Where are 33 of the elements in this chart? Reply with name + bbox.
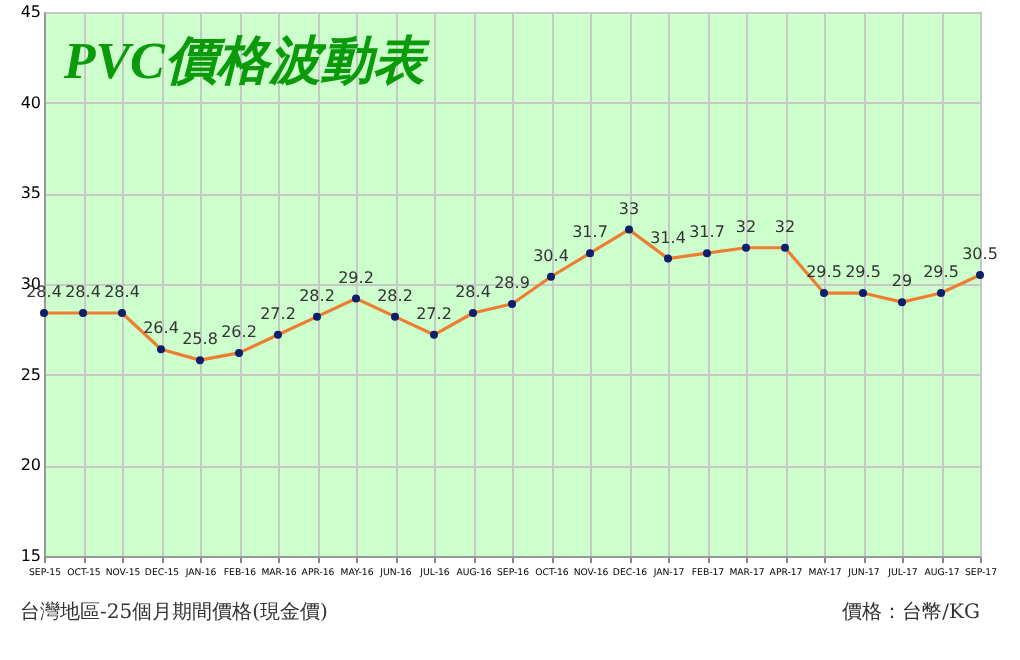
y-tick-label: 40 xyxy=(20,93,41,112)
y-tick-label: 15 xyxy=(20,547,41,565)
data-label: 29.5 xyxy=(845,263,881,282)
data-label: 33 xyxy=(618,199,640,218)
data-label: 30.5 xyxy=(962,244,998,263)
y-tick-label: 25 xyxy=(20,365,41,384)
data-label: 29 xyxy=(891,272,913,291)
data-label: 31.7 xyxy=(572,223,608,242)
chart-title: PVC價格波動表 xyxy=(61,32,431,90)
data-label: 29.5 xyxy=(923,263,959,282)
data-label: 28.4 xyxy=(104,283,140,302)
data-label: 25.8 xyxy=(182,330,218,349)
data-label: 29.5 xyxy=(806,263,842,282)
data-label: 27.2 xyxy=(416,304,452,323)
y-tick-label: 35 xyxy=(20,184,41,203)
data-label: 28.2 xyxy=(299,286,335,305)
data-label: 28.4 xyxy=(65,283,101,302)
data-label: 26.2 xyxy=(221,322,257,341)
data-label: 31.4 xyxy=(650,228,686,247)
data-label: 28.9 xyxy=(494,273,530,292)
data-label: 28.2 xyxy=(377,286,413,305)
data-label: 30.4 xyxy=(533,246,569,265)
data-label: 28.4 xyxy=(455,283,491,302)
data-label: 29.2 xyxy=(338,268,374,287)
text: 台灣地區-25個月期間價格(現金價) xyxy=(20,600,328,628)
y-tick-label: 45 xyxy=(20,3,41,21)
data-label: 27.2 xyxy=(260,304,296,323)
data-label: 32 xyxy=(735,217,757,236)
text: 價格：台幣/KG xyxy=(842,600,980,628)
data-label: 32 xyxy=(774,217,796,236)
y-tick-label: 20 xyxy=(20,456,41,475)
data-label: 31.7 xyxy=(689,223,725,242)
data-label: 26.4 xyxy=(143,319,179,338)
